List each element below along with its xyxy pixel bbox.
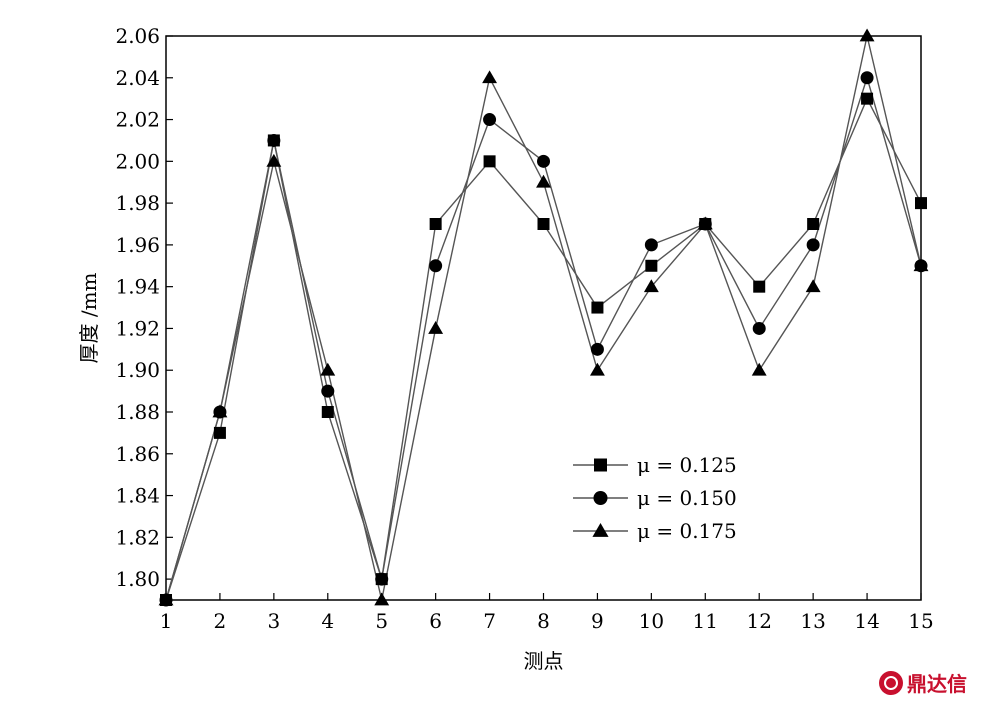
x-tick-label: 15 (908, 609, 933, 633)
data-point-triangle (374, 592, 390, 606)
data-point-square (861, 92, 874, 105)
x-tick-label: 10 (639, 609, 664, 633)
data-point-triangle (589, 362, 605, 376)
data-point-triangle (805, 279, 821, 293)
y-tick-label: 2.06 (115, 24, 160, 48)
data-point-circle (429, 259, 443, 273)
x-tick-label: 4 (321, 609, 334, 633)
y-tick-label: 1.88 (115, 400, 160, 424)
legend-marker-circle (593, 491, 608, 505)
data-point-square (321, 406, 334, 418)
x-tick-label: 13 (800, 609, 825, 633)
y-tick-labels: 1.80 1.82 1.84 1.86 1.88 1.90 1.92 1.94 1.96 1.98… (115, 24, 160, 591)
x-tick-label: 7 (483, 609, 496, 633)
data-point-circle (860, 71, 874, 85)
y-tick-label: 2.04 (115, 66, 160, 90)
y-tick-label: 1.82 (115, 525, 160, 549)
plot-frame (165, 35, 922, 601)
data-point-square (213, 426, 226, 439)
data-point-triangle (697, 216, 713, 230)
data-point-triangle (643, 279, 659, 293)
x-tick-label: 5 (375, 609, 388, 633)
x-tick-label: 3 (267, 609, 280, 633)
data-point-square (591, 301, 604, 314)
x-tick-label: 11 (693, 609, 718, 633)
data-point-circle (752, 321, 766, 335)
data-point-square (429, 218, 442, 230)
data-point-circle (806, 238, 820, 252)
axis-ticks (165, 35, 922, 600)
data-point-square (537, 218, 550, 230)
series-line-triangle (165, 35, 922, 601)
series-line-square (165, 97, 922, 601)
x-tick-label: 14 (854, 609, 879, 633)
y-tick-label: 2.02 (115, 108, 160, 132)
data-point-square (483, 155, 496, 168)
data-point-circle (644, 238, 658, 252)
data-point-triangle (536, 174, 551, 188)
x-axis-title: 测点 (524, 649, 564, 673)
y-tick-label: 1.84 (115, 484, 160, 508)
data-point-circle (537, 154, 550, 168)
x-tick-label: 6 (429, 609, 442, 633)
data-point-triangle (266, 153, 282, 167)
data-point-triangle (428, 321, 444, 334)
data-point-square (753, 280, 766, 293)
y-tick-label: 1.96 (115, 233, 160, 257)
data-point-circle (267, 133, 281, 147)
y-tick-label: 1.92 (115, 316, 160, 340)
x-tick-label: 2 (214, 609, 227, 633)
y-tick-label: 1.94 (115, 275, 160, 299)
data-point-circle (375, 572, 389, 586)
data-point-square (645, 259, 658, 272)
data-point-triangle (482, 70, 498, 84)
watermark-text: 鼎达信 (907, 672, 967, 696)
y-axis-title: 厚度 /mm (77, 272, 101, 363)
logo-icon (879, 670, 903, 695)
data-point-triangle (212, 404, 228, 418)
legend-marker-triangle (592, 522, 609, 537)
series-markers (158, 28, 929, 607)
legend-label: μ = 0.125 (637, 453, 737, 477)
x-tick-labels: 1 2 3 4 5 6 7 8 9 10 11 12 13 14 15 (160, 609, 934, 633)
data-point-circle (321, 384, 335, 398)
legend-label: μ = 0.175 (637, 519, 737, 543)
y-tick-label: 1.90 (115, 358, 160, 382)
data-point-triangle (859, 28, 875, 42)
data-point-triangle (320, 362, 336, 376)
x-tick-label: 8 (537, 609, 550, 633)
legend-marker-square (594, 458, 607, 472)
y-tick-label: 2.00 (115, 149, 160, 173)
y-tick-label: 1.86 (115, 442, 160, 466)
y-tick-label: 1.98 (115, 191, 160, 215)
watermark: 鼎达信 (879, 668, 967, 697)
x-tick-label: 12 (746, 609, 771, 633)
legend-label: μ = 0.150 (637, 486, 737, 510)
data-point-circle (483, 113, 497, 127)
data-point-square (807, 218, 820, 230)
series-lines (165, 35, 922, 601)
x-tick-label: 1 (160, 609, 173, 633)
data-point-circle (590, 342, 604, 356)
x-tick-label: 9 (591, 609, 604, 633)
data-point-triangle (751, 362, 767, 376)
legend: μ = 0.125 μ = 0.150 μ = 0.175 (573, 453, 737, 543)
y-tick-label: 1.80 (115, 567, 160, 591)
